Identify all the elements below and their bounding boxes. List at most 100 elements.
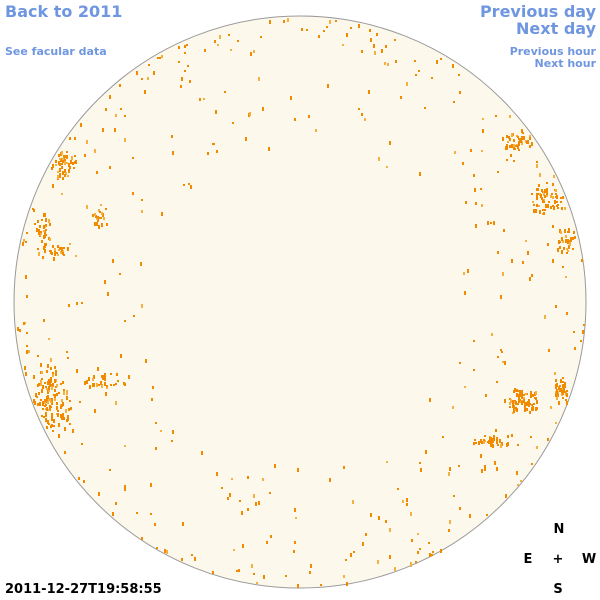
facula [233, 549, 235, 551]
facula [543, 212, 545, 215]
facula [171, 440, 173, 442]
facula [155, 422, 157, 424]
facula [88, 377, 90, 381]
facula [566, 401, 568, 405]
back-link[interactable]: Back to 2011 [5, 2, 123, 21]
facula [508, 136, 510, 138]
facula [483, 441, 485, 444]
facula [63, 247, 65, 249]
facula [113, 384, 115, 386]
facula [217, 44, 219, 46]
facula [301, 28, 303, 31]
facula [448, 474, 450, 476]
facula [552, 196, 554, 199]
compass-west: W [581, 552, 597, 567]
facula [78, 477, 80, 480]
facula [144, 90, 146, 94]
facula [66, 151, 68, 153]
facula [43, 416, 45, 418]
facula [66, 162, 68, 164]
facula [573, 231, 575, 234]
facula [395, 60, 397, 63]
facula [343, 575, 345, 578]
facula [385, 45, 387, 48]
facula [497, 444, 499, 446]
facula [105, 392, 107, 396]
facula [555, 393, 557, 397]
facula [474, 439, 476, 441]
facula [513, 410, 515, 413]
facula [258, 77, 260, 81]
facula [98, 209, 100, 212]
facula [25, 241, 27, 243]
facula [136, 512, 138, 514]
facula [546, 191, 548, 195]
facula [51, 167, 53, 170]
facula [548, 349, 550, 352]
facula [529, 135, 531, 138]
facula [525, 404, 527, 406]
facula [502, 272, 504, 276]
facula [114, 128, 116, 132]
facula [560, 201, 562, 203]
facula [63, 254, 65, 256]
next-hour-link[interactable]: Next hour [534, 57, 597, 70]
facula [250, 52, 252, 56]
facula [573, 331, 575, 333]
facula [62, 158, 64, 161]
facula [485, 394, 487, 397]
facula [159, 57, 161, 59]
facula [39, 402, 41, 406]
facula [415, 561, 417, 563]
facula [513, 160, 515, 162]
facula [41, 415, 43, 417]
facula [67, 415, 69, 419]
facula [364, 118, 366, 121]
facula [389, 555, 391, 559]
facula [480, 188, 482, 190]
next-day-link[interactable]: Next day [516, 19, 596, 38]
facula [414, 60, 416, 62]
facula [315, 129, 317, 132]
facula [60, 406, 62, 409]
facula [50, 379, 52, 382]
facula [389, 141, 391, 145]
facula [568, 245, 570, 249]
facula [52, 164, 54, 168]
facula [178, 46, 180, 49]
facula [509, 138, 511, 141]
facula [415, 74, 417, 76]
facula [486, 514, 488, 516]
facula [45, 386, 47, 388]
facula [582, 330, 584, 334]
facula [419, 172, 421, 176]
facula [501, 351, 503, 353]
facula [81, 302, 83, 304]
facula [46, 407, 48, 411]
facula [323, 30, 325, 32]
facula [270, 535, 272, 538]
facula [61, 193, 63, 195]
facular-link[interactable]: See facular data [5, 45, 107, 58]
facula [23, 239, 25, 242]
facula [65, 409, 67, 413]
facula [41, 240, 43, 243]
facula [224, 91, 226, 93]
facula [560, 231, 562, 234]
previous-day-link[interactable]: Previous day [479, 2, 596, 21]
facula [69, 137, 71, 140]
facula [352, 500, 354, 504]
facula [42, 256, 44, 259]
facula [45, 412, 47, 416]
facula [56, 402, 58, 404]
facula [540, 194, 542, 198]
facula [71, 156, 73, 160]
facula [84, 154, 86, 157]
facula [417, 533, 419, 535]
facula [562, 397, 564, 399]
facula [350, 553, 352, 557]
facula [526, 408, 528, 411]
facula [182, 522, 184, 526]
facula [161, 55, 163, 58]
previous-hour-link[interactable]: Previous hour [509, 45, 596, 58]
